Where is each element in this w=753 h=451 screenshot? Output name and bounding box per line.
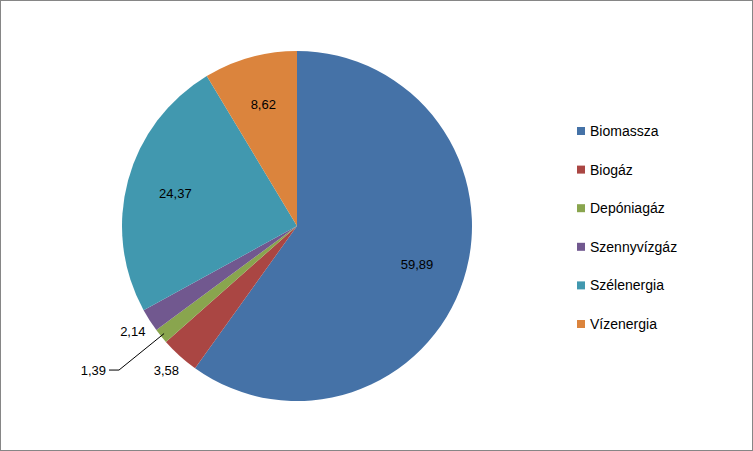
legend-label: Biomassza [590,123,659,139]
legend-swatch [577,243,585,251]
leader-line [109,334,164,370]
data-label: 24,37 [159,186,192,201]
pie [122,51,472,401]
legend-label: Szélenergia [590,277,664,293]
legend: Biomassza Biogáz Depóniagáz Szennyvízgáz Szé… [577,123,677,332]
pie-slice [207,51,297,226]
pie-slice [122,76,297,310]
chart: 59,89 3,58 1,39 2,14 24,37 8,62 Biomassza Biogá… [0,0,753,451]
legend-label: Vízenergia [590,316,657,332]
legend-swatch [577,204,585,212]
legend-swatch [577,320,585,328]
data-label: 59,89 [401,257,434,272]
data-label: 2,14 [120,324,145,339]
legend-label: Biogáz [590,162,633,178]
legend-label: Szennyvízgáz [590,239,677,255]
data-labels: 59,89 3,58 1,39 2,14 24,37 8,62 [81,97,434,378]
data-label: 3,58 [154,363,179,378]
data-label: 1,39 [81,363,106,378]
legend-swatch [577,127,585,135]
legend-label: Depóniagáz [590,200,665,216]
chart-frame [1,1,753,451]
legend-swatch [577,281,585,289]
data-label: 8,62 [251,97,276,112]
legend-swatch [577,166,585,174]
